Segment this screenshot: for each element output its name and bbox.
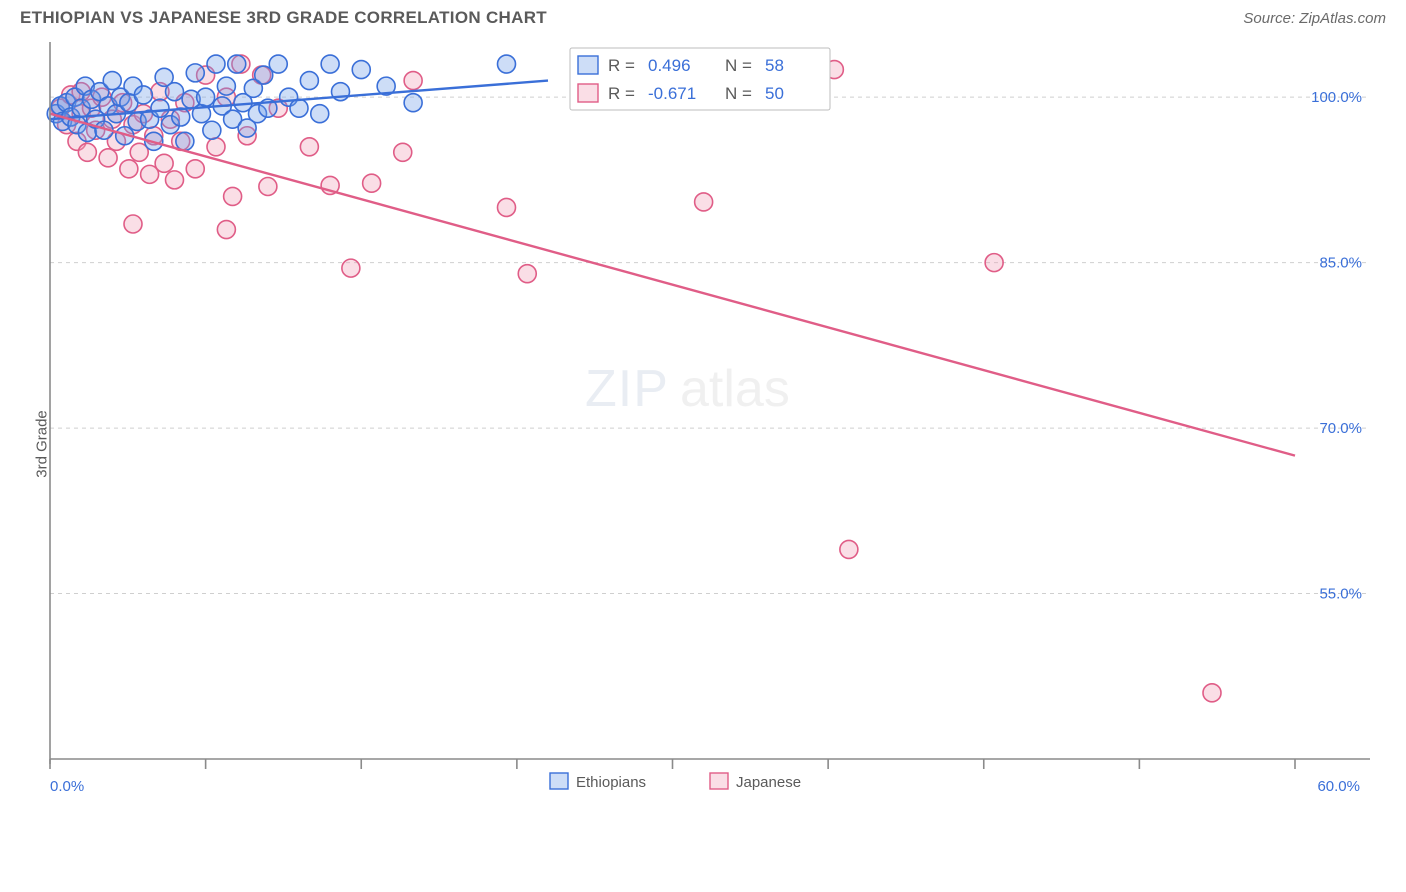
stat-label: R = bbox=[608, 56, 635, 75]
ethiopians-swatch-icon bbox=[578, 56, 598, 74]
y-tick-label: 100.0% bbox=[1311, 89, 1362, 106]
ethiopians-point bbox=[217, 77, 235, 95]
ethiopians-point bbox=[103, 72, 121, 90]
japanese-point bbox=[518, 265, 536, 283]
japanese-point bbox=[78, 143, 96, 161]
japanese-point bbox=[498, 198, 516, 216]
ethiopians-legend-label: Ethiopians bbox=[576, 774, 646, 791]
ethiopians-point bbox=[186, 64, 204, 82]
japanese-point bbox=[207, 138, 225, 156]
scatter-plot: 55.0% 70.0% 85.0% 100.0% ZIPatlas 0.0% 60.0% R … bbox=[40, 34, 1370, 824]
ethiopians-point bbox=[228, 55, 246, 73]
stat-label: N = bbox=[725, 84, 752, 103]
ethiopians-legend-swatch-icon bbox=[550, 773, 568, 789]
japanese-trendline bbox=[50, 114, 1295, 456]
japanese-legend-label: Japanese bbox=[736, 774, 801, 791]
ethiopians-point bbox=[203, 121, 221, 139]
japanese-point bbox=[166, 171, 184, 189]
stat-n-value: 58 bbox=[765, 56, 784, 75]
japanese-point bbox=[342, 259, 360, 277]
ethiopians-point bbox=[151, 99, 169, 117]
chart-source: Source: ZipAtlas.com bbox=[1243, 10, 1386, 27]
stat-r-value: 0.496 bbox=[648, 56, 691, 75]
ethiopians-point bbox=[290, 99, 308, 117]
ethiopians-point bbox=[321, 55, 339, 73]
stat-r-value: -0.671 bbox=[648, 84, 696, 103]
japanese-point bbox=[186, 160, 204, 178]
stat-label: R = bbox=[608, 84, 635, 103]
ethiopians-point bbox=[498, 55, 516, 73]
y-tick-label: 55.0% bbox=[1319, 586, 1362, 603]
japanese-point bbox=[99, 149, 117, 167]
japanese-swatch-icon bbox=[578, 84, 598, 102]
ethiopians-point bbox=[207, 55, 225, 73]
ethiopians-point bbox=[311, 105, 329, 123]
japanese-point bbox=[224, 187, 242, 205]
japanese-point bbox=[300, 138, 318, 156]
watermark: atlas bbox=[680, 360, 790, 418]
japanese-point bbox=[217, 221, 235, 239]
ethiopians-point bbox=[269, 55, 287, 73]
japanese-point bbox=[259, 178, 277, 196]
japanese-point bbox=[695, 193, 713, 211]
japanese-point bbox=[1203, 684, 1221, 702]
watermark: ZIP bbox=[585, 360, 669, 418]
stat-label: N = bbox=[725, 56, 752, 75]
japanese-point bbox=[840, 540, 858, 558]
japanese-legend-swatch-icon bbox=[710, 773, 728, 789]
x-tick-label: 60.0% bbox=[1317, 778, 1360, 795]
chart-container: 3rd Grade 55.0%70.0%85.0%100.0%ZIPatlas0… bbox=[0, 34, 1406, 854]
japanese-point bbox=[124, 215, 142, 233]
japanese-point bbox=[120, 160, 138, 178]
ethiopians-point bbox=[300, 72, 318, 90]
japanese-point bbox=[363, 174, 381, 192]
x-tick-label: 0.0% bbox=[50, 778, 84, 795]
ethiopians-point bbox=[134, 86, 152, 104]
japanese-point bbox=[985, 254, 1003, 272]
chart-title: ETHIOPIAN VS JAPANESE 3RD GRADE CORRELAT… bbox=[20, 8, 547, 28]
ethiopians-point bbox=[197, 88, 215, 106]
ethiopians-point bbox=[166, 83, 184, 101]
ethiopians-point bbox=[404, 94, 422, 112]
japanese-point bbox=[394, 143, 412, 161]
y-tick-label: 85.0% bbox=[1319, 255, 1362, 272]
japanese-point bbox=[155, 154, 173, 172]
ethiopians-point bbox=[176, 132, 194, 150]
japanese-point bbox=[404, 72, 422, 90]
stat-n-value: 50 bbox=[765, 84, 784, 103]
y-tick-label: 70.0% bbox=[1319, 420, 1362, 437]
chart-header: ETHIOPIAN VS JAPANESE 3RD GRADE CORRELAT… bbox=[0, 0, 1406, 34]
ethiopians-point bbox=[352, 61, 370, 79]
